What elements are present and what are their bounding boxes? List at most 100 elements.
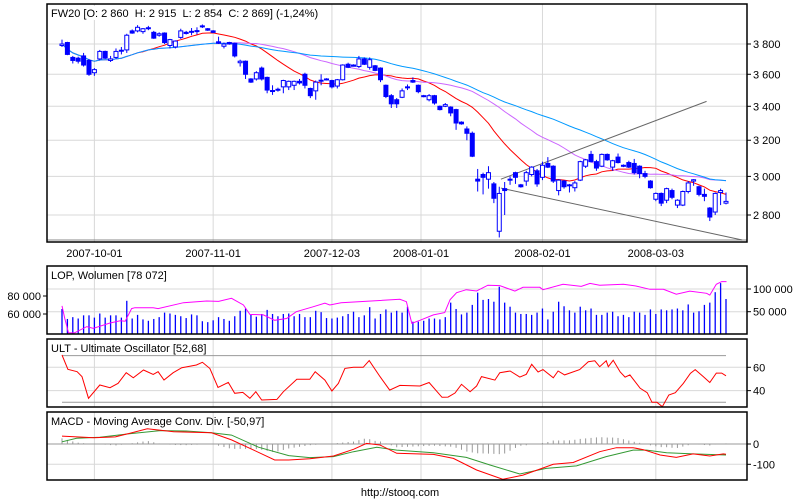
candle-body <box>448 106 454 114</box>
candle-body <box>712 192 718 213</box>
candle-up <box>367 57 373 70</box>
candle-body <box>372 65 378 71</box>
candle-down <box>669 188 675 200</box>
candle-body <box>685 182 691 193</box>
candle-body <box>599 153 605 167</box>
candle-down <box>550 165 556 183</box>
candle-body <box>356 58 362 68</box>
candle-down <box>593 159 599 171</box>
candle-up <box>91 68 97 76</box>
candle-up <box>399 88 405 99</box>
candle-body <box>151 31 157 39</box>
candle-down <box>480 172 486 195</box>
candle-body <box>399 90 405 98</box>
candle-body <box>91 69 97 74</box>
candle-body <box>437 105 443 111</box>
candle-up <box>237 59 243 67</box>
moving-average-30 <box>61 42 727 182</box>
candle-down <box>534 168 540 187</box>
price-axis-label: 3 600 <box>753 69 781 81</box>
candle-up <box>539 161 545 181</box>
candle-up <box>340 64 346 81</box>
candle-up <box>313 80 319 100</box>
candle-down <box>658 192 664 207</box>
candle-up <box>718 188 724 206</box>
candle-body <box>512 172 518 178</box>
price-panel-title: FW20 [O: 2 860 H: 2 915 L: 2 854 C: 2 86… <box>51 8 318 20</box>
candle-body <box>550 165 556 182</box>
candle-body <box>691 179 697 182</box>
candle-up <box>286 80 292 91</box>
candle-up <box>356 55 362 69</box>
candle-up <box>653 192 659 202</box>
candle-up <box>291 80 297 91</box>
candle-body <box>426 95 432 101</box>
candle-down <box>502 182 508 216</box>
candle-body <box>237 60 243 64</box>
candle-body <box>302 73 308 86</box>
candle-down <box>512 171 518 184</box>
price-axis-label: 3 800 <box>753 39 781 51</box>
footer-url[interactable]: http://stooq.com <box>361 487 439 499</box>
candle-up <box>680 190 686 207</box>
candle-down <box>448 106 454 117</box>
moving-average-45 <box>61 42 727 182</box>
candle-down <box>620 164 626 168</box>
candle-body <box>664 188 670 201</box>
candle-down <box>259 66 265 81</box>
candle-body <box>631 162 637 174</box>
macd-axis-label: -100 <box>753 459 775 471</box>
candle-body <box>442 104 448 107</box>
candle-down <box>70 55 76 64</box>
candle-body <box>453 109 459 124</box>
candle-down <box>81 52 87 67</box>
candle-down <box>491 182 497 204</box>
candle-body <box>588 153 594 163</box>
candle-body <box>480 174 486 178</box>
candle-down <box>351 64 357 67</box>
macd-signal-line <box>61 430 727 475</box>
candle-body <box>367 59 373 68</box>
candle-down <box>431 94 437 105</box>
candle-up <box>712 192 718 216</box>
candle-body <box>216 41 222 44</box>
panel-frames <box>46 3 748 481</box>
candle-body <box>620 164 626 167</box>
candle-down <box>264 76 270 94</box>
candle-body <box>226 42 232 45</box>
candle-body <box>577 161 583 181</box>
candle-body <box>124 34 130 51</box>
candle-down <box>453 108 459 130</box>
candle-down <box>297 78 303 85</box>
candle-up <box>496 186 502 238</box>
date-tick-label: 2008-01-01 <box>393 248 449 260</box>
candle-body <box>307 87 313 97</box>
candle-body <box>172 40 178 48</box>
candle-down <box>324 78 330 81</box>
candle-up <box>270 85 276 95</box>
candle-body <box>669 190 675 198</box>
candle-body <box>626 162 632 168</box>
candle-body <box>658 192 664 204</box>
candle-up <box>583 158 589 169</box>
candle-up <box>685 181 691 194</box>
ult-line <box>61 354 727 407</box>
candle-down <box>415 84 421 94</box>
candle-body <box>64 42 70 55</box>
candle-body <box>313 81 319 92</box>
candle-body <box>539 164 545 178</box>
candle-body <box>351 64 357 67</box>
candle-body <box>593 161 599 169</box>
candle-body <box>518 184 524 188</box>
candle-body <box>59 43 65 46</box>
candle-down <box>64 41 70 56</box>
price-axis-label: 3 400 <box>753 101 781 113</box>
candle-body <box>291 80 297 86</box>
candle-body <box>275 88 281 91</box>
candle-body <box>523 172 529 182</box>
moving-average-15 <box>61 32 727 195</box>
candle-up <box>334 78 340 89</box>
candle-body <box>707 207 713 218</box>
candle-body <box>485 172 491 180</box>
candle-body <box>232 42 238 57</box>
